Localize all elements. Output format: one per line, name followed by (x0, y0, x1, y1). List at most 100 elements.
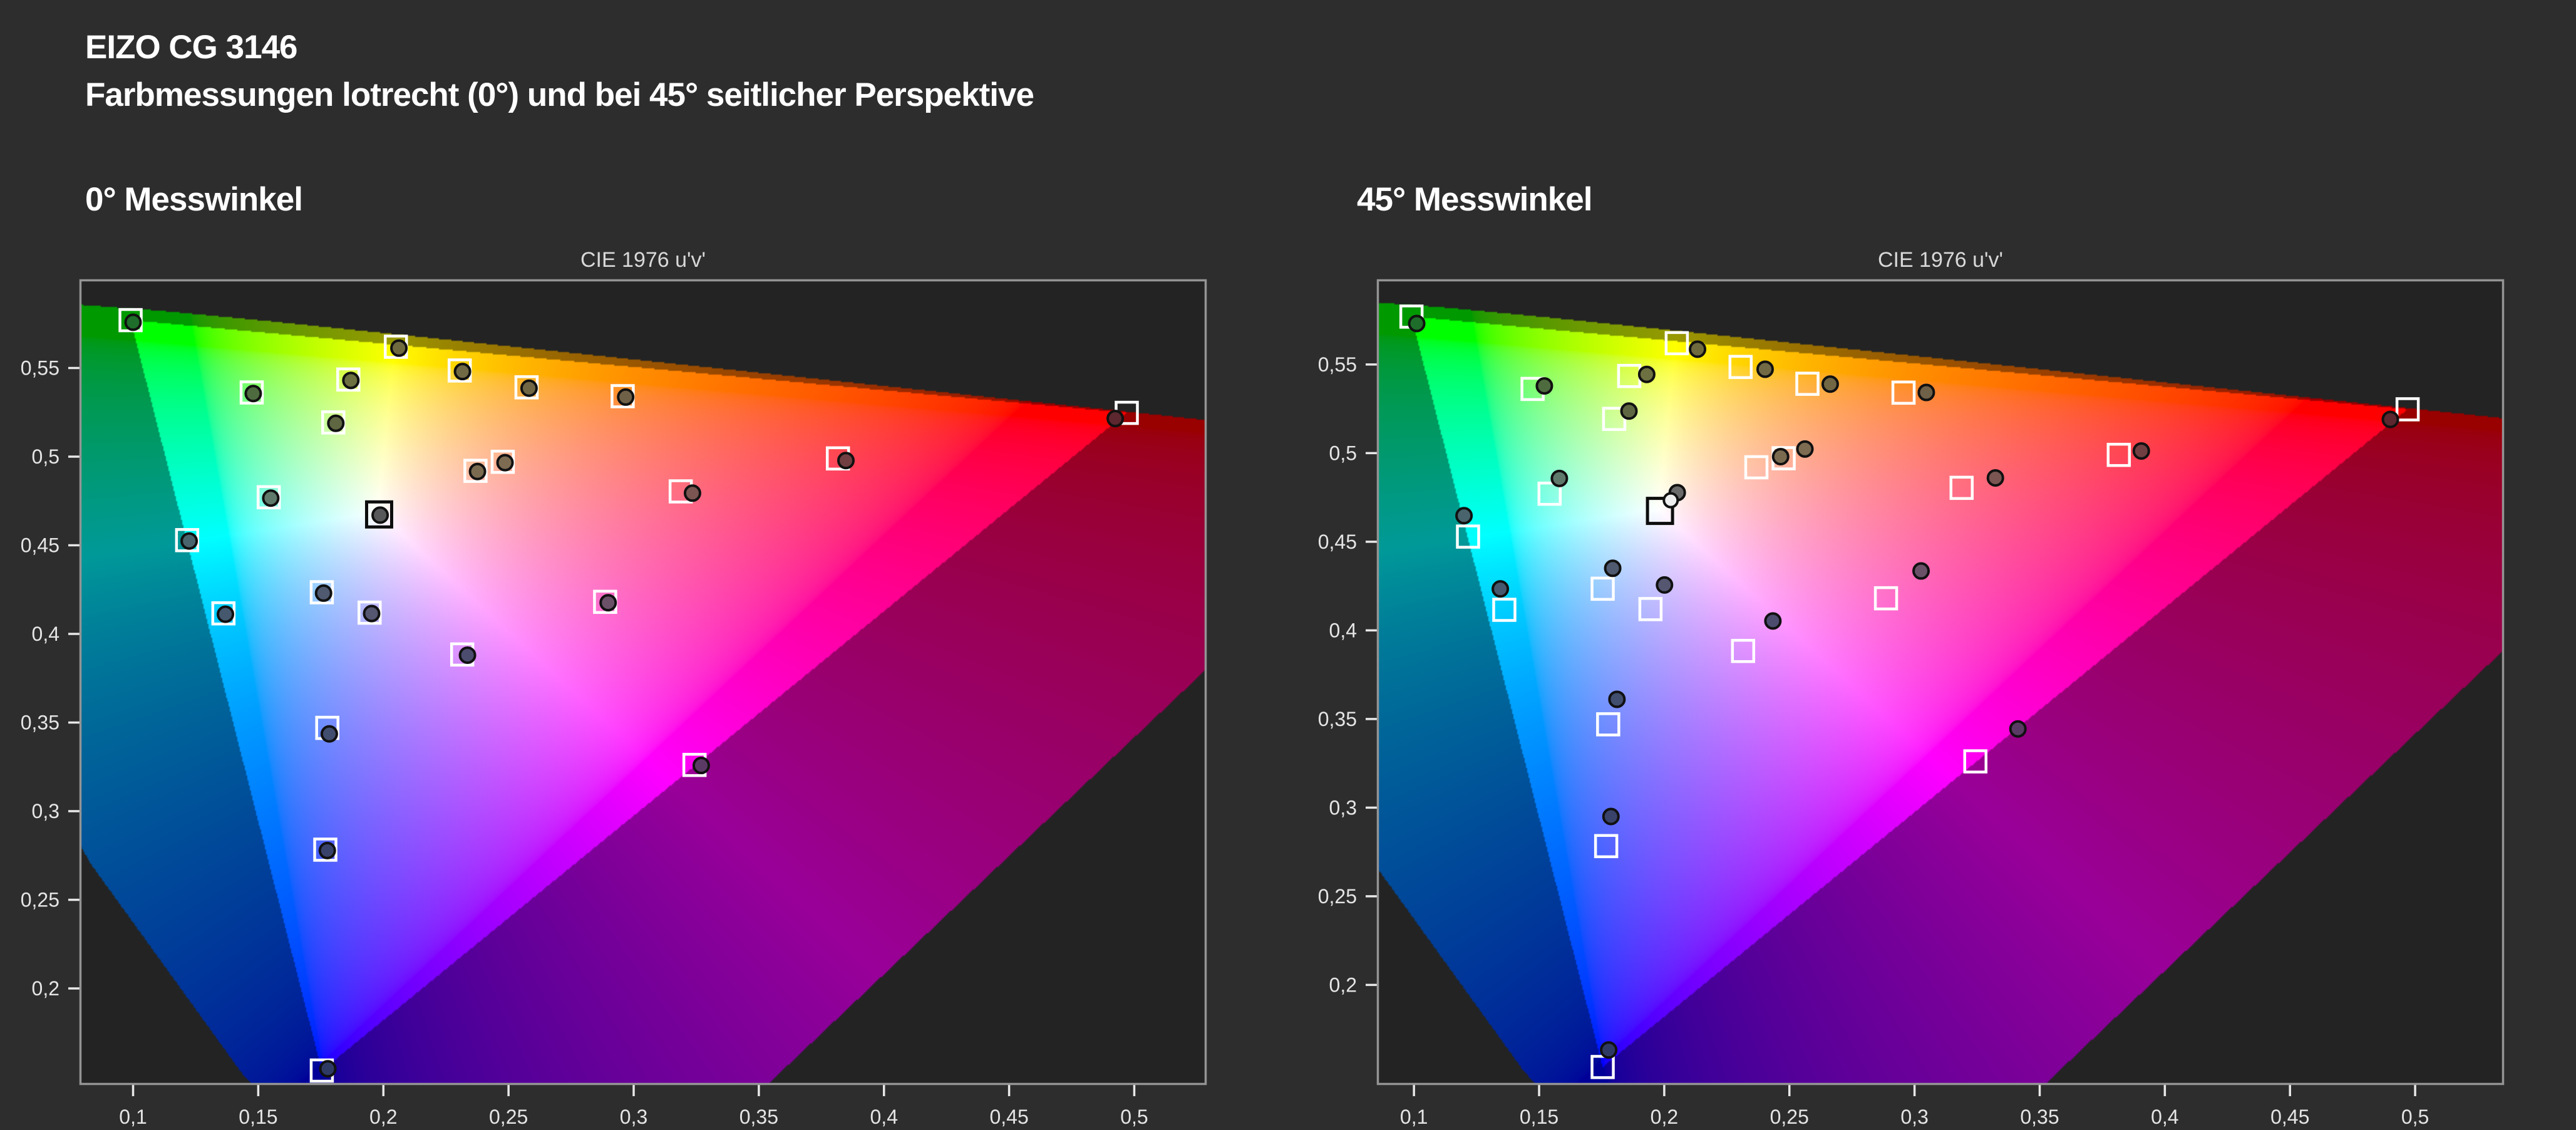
measured-marker (318, 841, 336, 859)
measured-marker (1106, 410, 1125, 428)
chart-title-0deg: CIE 1976 u'v' (580, 248, 706, 272)
y-axis-tick-label: 0,4 (32, 623, 59, 645)
measured-marker (1912, 562, 1930, 580)
measured-marker (180, 532, 198, 550)
target-marker (1617, 363, 1642, 388)
y-axis-tick-label: 0,45 (1318, 531, 1357, 553)
y-axis-tick-label: 0,2 (32, 977, 59, 1000)
measured-marker (837, 452, 855, 470)
measured-marker (327, 414, 345, 432)
measured-marker (683, 484, 701, 502)
target-marker (1590, 576, 1615, 601)
target-marker (309, 580, 334, 604)
measured-marker (1602, 807, 1620, 826)
x-axis-tick-label: 0,3 (1900, 1106, 1928, 1128)
measured-marker (1771, 448, 1790, 466)
x-axis-tick-label: 0,1 (1400, 1106, 1428, 1128)
target-marker (1728, 355, 1753, 380)
measured-marker (453, 363, 471, 381)
measured-marker (2381, 410, 2399, 428)
measured-marker (319, 1060, 337, 1078)
measured-marker (1796, 440, 1814, 458)
measured-marker (217, 605, 235, 623)
y-axis-tick-label: 0,3 (1329, 796, 1357, 819)
plot-border (1376, 279, 2505, 1086)
measured-marker (1821, 375, 1839, 393)
target-marker (1594, 834, 1619, 859)
page-title-line1: EIZO CG 3146 (85, 29, 298, 66)
page-title: EIZO CG 3146 Farbmessungen lotrecht (0°)… (85, 24, 1034, 119)
measured-marker (1689, 340, 1707, 358)
x-axis-tick-label: 0,45 (989, 1106, 1028, 1128)
measured-marker (617, 388, 635, 406)
plot-border (79, 279, 1207, 1086)
measured-marker (320, 725, 338, 743)
y-axis-tick-label: 0,55 (21, 357, 59, 380)
x-axis-tick-label: 0,4 (870, 1106, 898, 1128)
measured-marker (1637, 365, 1656, 383)
section-label-45deg: 45° Messwinkel (1357, 181, 1592, 218)
x-axis-tick-label: 0,5 (1120, 1106, 1148, 1128)
measured-marker (1917, 383, 1935, 402)
x-axis-tick-label: 0,5 (2401, 1106, 2429, 1128)
white-target-marker (364, 500, 393, 529)
cie-overlay-45deg: 0,1 0,15 0,2 0,25 0,3 0,35 0,4 0,45 0,5 0,55 0,5 0,… (1318, 279, 2505, 1128)
target-marker (1963, 749, 1988, 774)
target-marker (1492, 598, 1517, 622)
white-target-marker (1646, 497, 1674, 526)
measured-marker (1604, 559, 1622, 578)
measured-marker (1620, 402, 1638, 420)
target-marker (1596, 712, 1620, 737)
measured-marker (1764, 612, 1782, 630)
target-marker (1456, 524, 1480, 549)
x-axis-tick-label: 0,25 (1770, 1106, 1809, 1128)
measured-marker (1600, 1041, 1618, 1059)
cie-overlay-0deg: 0,1 0,15 0,2 0,25 0,3 0,35 0,4 0,45 0,5 0,55 0,5 0,… (21, 279, 1207, 1128)
cie-diagram-45deg: 0,1 0,15 0,2 0,25 0,3 0,35 0,4 0,45 0,5 0,55 0,5 0,… (1318, 279, 2505, 1128)
measured-marker (1756, 360, 1774, 378)
target-marker (1873, 586, 1899, 611)
x-axis-tick-label: 0,45 (2270, 1106, 2309, 1128)
x-axis-tick-label: 0,25 (489, 1106, 528, 1128)
measured-marker (468, 462, 487, 480)
measured-marker (1455, 507, 1473, 525)
measured-marker (262, 489, 280, 507)
target-marker (1949, 475, 1974, 500)
measured-marker (371, 506, 389, 524)
y-axis-tick-label: 0,25 (1318, 885, 1357, 908)
measured-marker (124, 313, 142, 331)
measured-marker (1656, 576, 1674, 594)
measured-marker (342, 371, 360, 390)
target-marker (1638, 597, 1663, 621)
y-axis-tick-label: 0,25 (21, 889, 59, 911)
target-marker (1590, 1055, 1615, 1079)
x-axis-tick-label: 0,15 (1520, 1106, 1558, 1128)
x-axis-tick-label: 0,2 (369, 1106, 397, 1128)
x-axis-tick-label: 0,2 (1651, 1106, 1678, 1128)
measured-marker (1550, 469, 1569, 487)
target-marker (239, 380, 264, 405)
measured-marker (2132, 442, 2150, 460)
cie-gamut-canvas-45deg (1377, 279, 2504, 1085)
target-marker (1664, 331, 1689, 356)
y-axis-tick-label: 0,2 (1329, 973, 1357, 996)
target-marker (2106, 442, 2131, 467)
y-axis-tick-label: 0,5 (32, 445, 59, 468)
y-axis-tick-label: 0,3 (32, 800, 59, 822)
measured-marker (520, 379, 538, 397)
y-axis-tick-label: 0,4 (1329, 619, 1357, 641)
measured-marker (599, 594, 617, 612)
y-axis-tick-label: 0,35 (1318, 708, 1357, 730)
target-marker (1602, 407, 1627, 431)
measured-marker (244, 385, 262, 403)
measured-white-marker (1662, 492, 1679, 509)
x-axis-tick-label: 0,35 (2020, 1106, 2059, 1128)
chart-title-45deg: CIE 1976 u'v' (1877, 248, 2004, 272)
measured-marker (1535, 377, 1553, 395)
y-axis-tick-label: 0,35 (21, 712, 59, 734)
section-label-0deg: 0° Messwinkel (85, 181, 303, 218)
measured-marker (1986, 469, 2004, 487)
target-marker (1731, 638, 1756, 663)
measured-marker (692, 757, 710, 775)
page-title-line2: Farbmessungen lotrecht (0°) und bei 45° … (85, 76, 1034, 113)
